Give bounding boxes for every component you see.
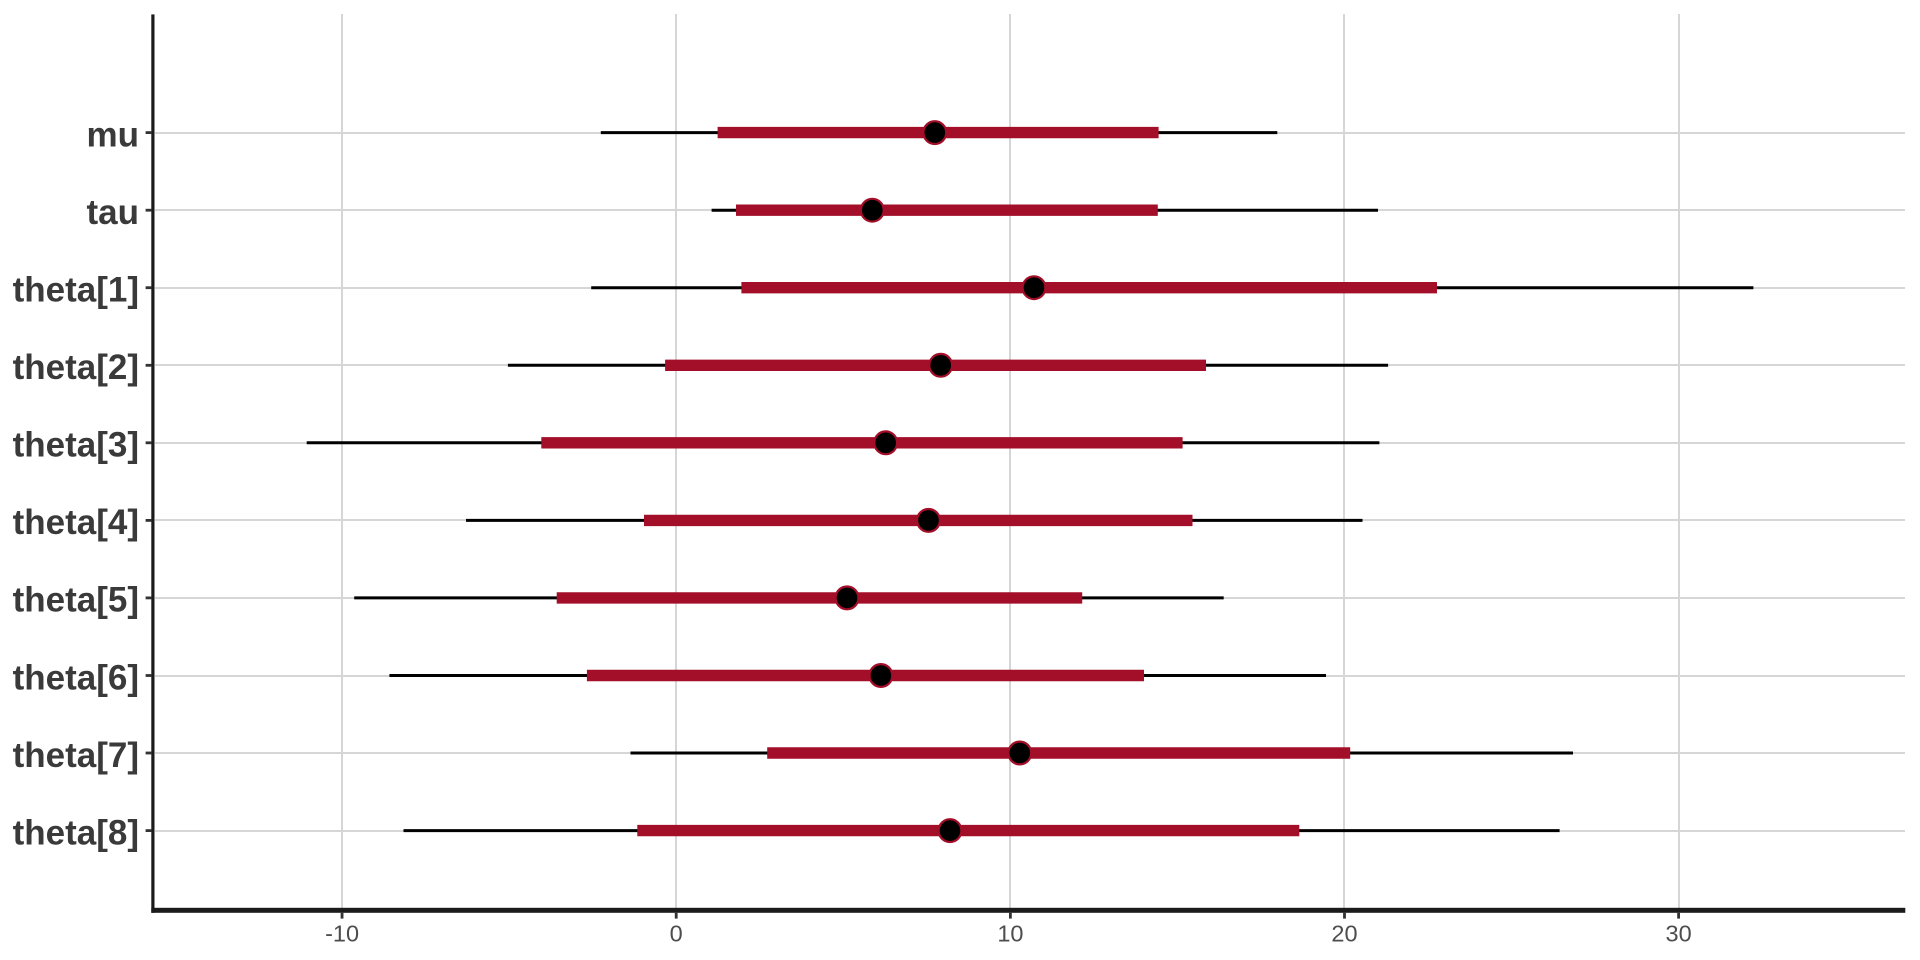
- svg-text:30: 30: [1666, 921, 1692, 947]
- svg-text:theta[8]: theta[8]: [13, 813, 139, 852]
- svg-text:theta[1]: theta[1]: [13, 271, 139, 310]
- svg-text:20: 20: [1331, 921, 1357, 947]
- svg-text:theta[6]: theta[6]: [13, 658, 139, 697]
- svg-text:theta[3]: theta[3]: [13, 426, 139, 465]
- svg-text:theta[7]: theta[7]: [13, 736, 139, 775]
- svg-text:theta[5]: theta[5]: [13, 581, 139, 620]
- svg-text:theta[4]: theta[4]: [13, 503, 139, 542]
- svg-text:mu: mu: [87, 115, 140, 154]
- svg-text:10: 10: [997, 921, 1023, 947]
- svg-text:0: 0: [670, 921, 683, 947]
- svg-text:-10: -10: [325, 921, 359, 947]
- svg-text:tau: tau: [87, 193, 140, 232]
- svg-text:theta[2]: theta[2]: [13, 348, 139, 387]
